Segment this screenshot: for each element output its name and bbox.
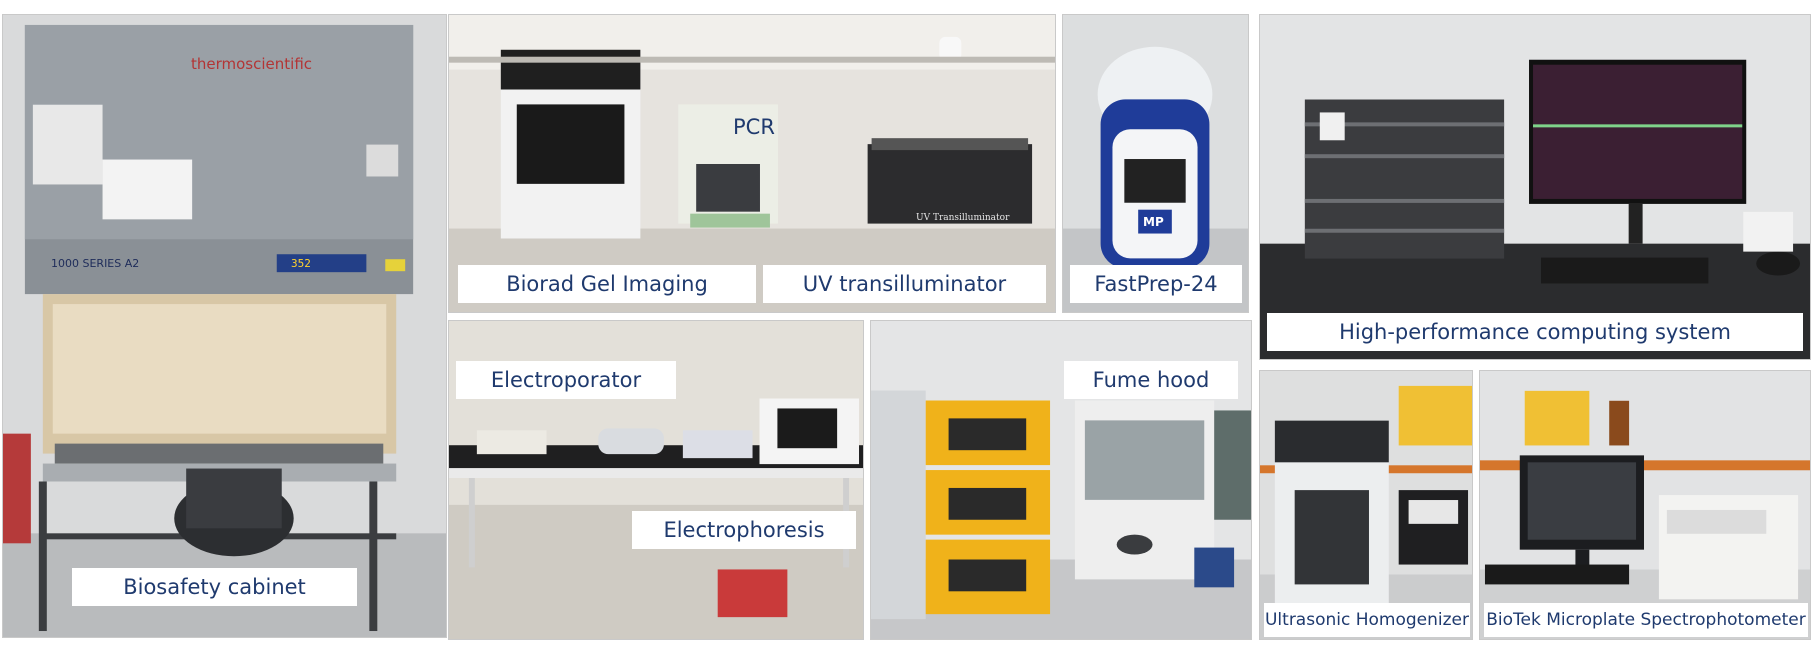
label-fume-hood: Fume hood <box>1064 361 1238 399</box>
cabinet-display: 352 <box>291 257 311 270</box>
label-biosafety-cabinet: Biosafety cabinet <box>72 568 357 606</box>
series-text: 1000 SERIES A2 <box>51 257 140 270</box>
biosafety-cabinet-photo: thermoscientific 1000 SERIES A2 352 Bios… <box>2 14 447 638</box>
fume-hood-photo: Fume hood <box>870 320 1252 640</box>
ultrasonic-scene <box>1260 371 1472 639</box>
hpc-photo: High-performance computing system <box>1259 14 1811 360</box>
biosafety-cabinet-scene <box>3 15 446 637</box>
label-biotek-spectrophotometer: BioTek Microplate Spectrophotometer <box>1484 603 1808 637</box>
electroporator-photo: Electroporator Electrophoresis <box>448 320 864 640</box>
brand-text: thermoscientific <box>191 55 313 73</box>
label-uv-transilluminator: UV transilluminator <box>763 265 1046 303</box>
label-biorad-gel-imaging: Biorad Gel Imaging <box>458 265 756 303</box>
fume-hood-scene <box>871 321 1251 639</box>
fastprep-photo: MP FastPrep-24 <box>1062 14 1249 313</box>
ultrasonic-photo: Ultrasonic Homogenizer <box>1259 370 1473 640</box>
biotek-photo: BioTek Microplate Spectrophotometer <box>1479 370 1811 640</box>
label-fastprep: FastPrep-24 <box>1070 265 1242 303</box>
hpc-scene <box>1260 15 1810 359</box>
uv-device-text: UV Transilluminator <box>916 213 1010 223</box>
label-hpc: High-performance computing system <box>1267 313 1803 351</box>
biotek-scene <box>1480 371 1810 639</box>
mp-logo: MP <box>1143 215 1164 229</box>
label-electrophoresis: Electrophoresis <box>632 511 856 549</box>
label-electroporator: Electroporator <box>456 361 676 399</box>
label-ultrasonic-homogenizer: Ultrasonic Homogenizer <box>1264 603 1470 637</box>
gel-imaging-photo: PCR UV Transilluminator Biorad Gel Imagi… <box>448 14 1056 313</box>
pcr-label: PCR <box>733 115 775 139</box>
